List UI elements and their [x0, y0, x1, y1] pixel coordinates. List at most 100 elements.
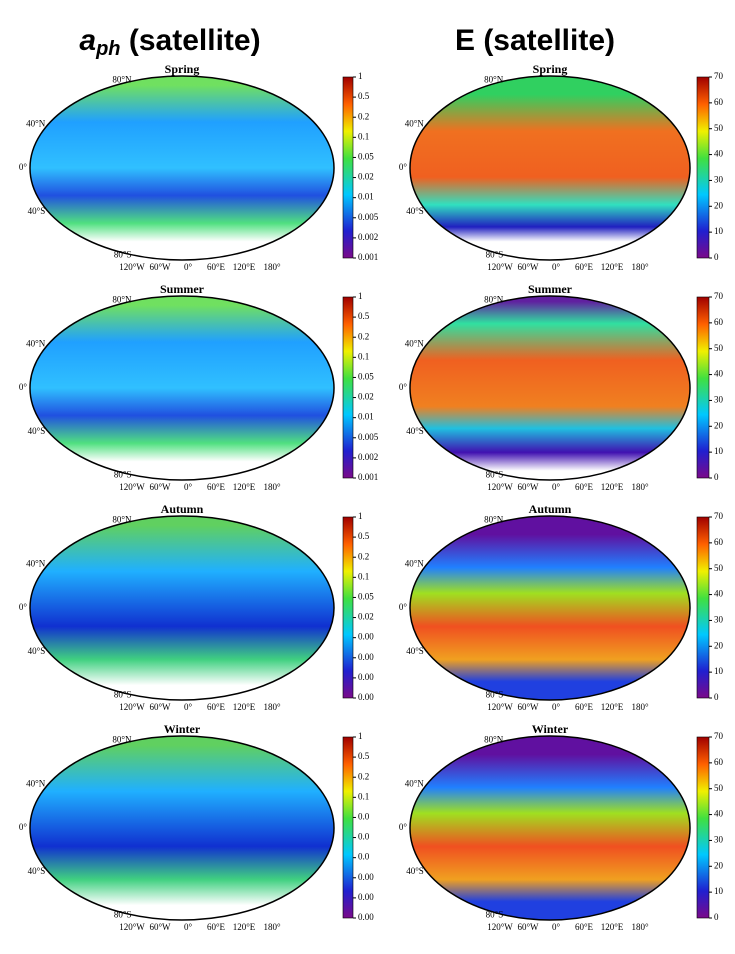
colorbar-tick-label: 0.5: [358, 91, 370, 101]
map-ocean: [29, 295, 335, 481]
colorbar-tick-label: 20: [714, 860, 724, 870]
colorbar: [696, 736, 710, 919]
colorbar-tick-label: 60: [714, 97, 724, 107]
colorbar-tick-label: 0.2: [358, 551, 369, 561]
longitude-label: 120°E: [601, 262, 624, 272]
latitude-label: 0°: [399, 382, 408, 392]
colorbar-tick-label: 20: [714, 420, 724, 430]
longitude-label: 60°W: [517, 702, 539, 712]
longitude-label: 60°E: [575, 482, 594, 492]
colorbar: [342, 736, 354, 919]
panel-title: Autumn: [529, 502, 572, 516]
colorbar-tick-label: 0: [714, 252, 719, 262]
colorbar-tick-label: 0.001: [358, 252, 378, 262]
map-ocean: [409, 295, 691, 481]
map-ocean: [29, 75, 335, 261]
map-ocean: [29, 515, 335, 701]
latitude-label: 80°N: [112, 75, 132, 85]
latitude-label: 80°N: [484, 75, 504, 85]
colorbar-tick-label: 50: [714, 783, 724, 793]
colorbar-tick-label: 1: [358, 71, 363, 81]
colorbar-tick-label: 0.00: [358, 632, 374, 642]
colorbar-tick-label: 0.5: [358, 751, 370, 761]
latitude-label: 40°N: [26, 558, 46, 568]
latitude-label: 40°S: [406, 426, 424, 436]
longitude-label: 0°: [184, 262, 193, 272]
colorbar: [342, 516, 354, 699]
longitude-label: 120°E: [233, 262, 256, 272]
map-ocean: [409, 515, 691, 701]
longitude-label: 180°: [263, 702, 281, 712]
longitude-label: 180°: [631, 482, 649, 492]
colorbar-tick-label: 0.02: [358, 172, 374, 182]
colorbar-tick-label: 50: [714, 563, 724, 573]
colorbar-tick-label: 0.5: [358, 311, 370, 321]
longitude-label: 120°W: [487, 702, 513, 712]
colorbar-tick-label: 0.1: [358, 571, 369, 581]
colorbar-tick-label: 40: [714, 369, 724, 379]
colorbar: [342, 76, 354, 259]
latitude-label: 40°N: [26, 778, 46, 788]
colorbar-tick-label: 1: [358, 291, 363, 301]
colorbar-tick-label: 0.002: [358, 452, 378, 462]
latitude-label: 80°N: [112, 515, 132, 525]
colorbar-tick-label: 0.5: [358, 531, 370, 541]
longitude-label: 60°E: [575, 702, 594, 712]
latitude-label: 80°S: [486, 909, 504, 919]
longitude-label: 120°E: [233, 922, 256, 932]
colorbar-tick-label: 30: [714, 614, 724, 624]
colorbar-tick-label: 0.1: [358, 131, 369, 141]
colorbar-tick-label: 70: [714, 511, 724, 521]
colorbar-tick-label: 0: [714, 692, 719, 702]
colorbar-tick-label: 0.2: [358, 111, 369, 121]
colorbar-tick-label: 0.1: [358, 791, 369, 801]
panel-title: Spring: [165, 62, 200, 76]
latitude-label: 40°N: [405, 558, 425, 568]
map-ocean: [29, 735, 335, 921]
colorbar-tick-label: 1: [358, 511, 363, 521]
colorbar-tick-label: 50: [714, 343, 724, 353]
colorbar-tick-label: 0.00: [358, 672, 374, 682]
colorbar-tick-label: 0.0: [358, 852, 370, 862]
longitude-label: 60°W: [517, 922, 539, 932]
colorbar: [342, 296, 354, 479]
colorbar-tick-label: 0.01: [358, 192, 374, 202]
colorbar-tick-label: 40: [714, 149, 724, 159]
panel-title: Winter: [164, 722, 201, 736]
latitude-label: 80°S: [486, 249, 504, 259]
colorbar-tick-label: 70: [714, 731, 724, 741]
colorbar-tick-label: 40: [714, 809, 724, 819]
colorbar-tick-label: 0.005: [358, 432, 379, 442]
latitude-label: 0°: [19, 602, 28, 612]
colorbar-tick-label: 0: [714, 472, 719, 482]
latitude-label: 40°S: [28, 866, 46, 876]
colorbar-tick-label: 0.00: [358, 892, 374, 902]
latitude-label: 0°: [399, 162, 408, 172]
colorbar-tick-label: 70: [714, 291, 724, 301]
longitude-label: 0°: [184, 482, 193, 492]
latitude-label: 80°S: [486, 689, 504, 699]
longitude-label: 0°: [184, 922, 193, 932]
longitude-label: 120°W: [119, 262, 145, 272]
latitude-label: 0°: [19, 382, 28, 392]
colorbar-tick-label: 0.00: [358, 872, 374, 882]
longitude-label: 60°W: [149, 702, 171, 712]
colorbar-tick-label: 10: [714, 886, 724, 896]
panel-title: Autumn: [161, 502, 204, 516]
longitude-label: 120°E: [601, 482, 624, 492]
longitude-label: 180°: [631, 922, 649, 932]
latitude-label: 80°S: [114, 469, 132, 479]
longitude-label: 60°W: [517, 482, 539, 492]
colorbar-tick-label: 0.2: [358, 771, 369, 781]
latitude-label: 40°N: [405, 118, 425, 128]
colorbar: [696, 76, 710, 259]
longitude-label: 120°W: [487, 482, 513, 492]
latitude-label: 80°N: [112, 295, 132, 305]
colorbar-tick-label: 0.02: [358, 392, 374, 402]
map-ocean: [409, 75, 691, 261]
colorbar-tick-label: 30: [714, 834, 724, 844]
colorbar-tick-label: 40: [714, 589, 724, 599]
colorbar-tick-label: 0.001: [358, 472, 378, 482]
longitude-label: 180°: [631, 262, 649, 272]
longitude-label: 180°: [631, 702, 649, 712]
